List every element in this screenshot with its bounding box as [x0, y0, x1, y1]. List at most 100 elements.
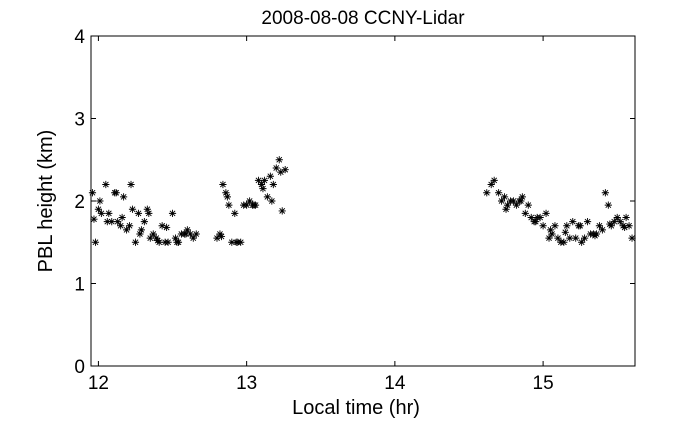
data-point	[154, 237, 162, 245]
data-point	[103, 218, 111, 226]
data-point	[112, 189, 120, 197]
data-point	[105, 209, 113, 217]
data-point	[524, 201, 532, 209]
data-point	[223, 193, 231, 201]
data-point	[272, 164, 280, 172]
data-point	[168, 209, 177, 217]
data-point	[551, 222, 559, 230]
data-point	[601, 189, 609, 197]
data-point	[578, 238, 586, 246]
data-point	[131, 238, 140, 246]
data-point	[120, 193, 128, 201]
data-point	[576, 222, 584, 230]
data-point	[509, 197, 518, 205]
data-point	[628, 234, 636, 242]
data-point	[569, 218, 577, 226]
data-point	[192, 230, 200, 238]
data-point	[536, 213, 544, 222]
data-point	[561, 228, 569, 236]
data-point	[114, 218, 122, 226]
data-point	[125, 222, 134, 230]
data-point	[146, 234, 154, 242]
data-point	[495, 189, 503, 197]
data-point	[143, 205, 151, 213]
data-point	[225, 201, 233, 209]
data-point	[595, 222, 604, 230]
data-point	[521, 209, 529, 217]
data-point	[149, 230, 157, 238]
data-point	[622, 213, 630, 222]
data-point	[598, 226, 606, 234]
y-axis-label: PBL height (km)	[35, 130, 57, 273]
data-point	[275, 156, 283, 164]
data-point	[583, 218, 592, 226]
y-tick-label: 3	[74, 110, 85, 131]
data-point	[216, 230, 224, 238]
data-point	[281, 166, 289, 174]
data-point	[152, 234, 160, 242]
x-axis-label: Local time (hr)	[292, 397, 420, 419]
data-point	[243, 201, 251, 209]
data-point	[613, 213, 621, 222]
data-point	[483, 189, 491, 197]
data-point	[122, 226, 131, 234]
data-point	[117, 222, 125, 230]
data-point	[539, 222, 547, 230]
data-point	[500, 193, 509, 201]
data-point	[278, 207, 286, 215]
data-point	[497, 197, 506, 205]
data-point	[563, 222, 571, 230]
data-point	[217, 232, 226, 241]
data-point	[512, 201, 521, 209]
data-point	[266, 172, 274, 180]
data-point	[171, 234, 180, 242]
data-point	[527, 213, 535, 222]
data-point	[183, 226, 191, 234]
data-point	[591, 232, 599, 240]
data-point	[487, 180, 495, 189]
data-point	[96, 197, 104, 205]
data-point	[269, 180, 277, 189]
y-tick-label: 1	[74, 275, 85, 296]
data-point	[250, 201, 258, 209]
x-tick-label: 12	[88, 373, 109, 394]
data-point	[182, 230, 190, 238]
y-tick-label: 2	[74, 192, 85, 213]
data-point	[90, 215, 98, 223]
data-point	[137, 226, 145, 234]
data-point	[189, 234, 197, 242]
data-point	[263, 193, 271, 201]
data-point	[213, 234, 221, 242]
data-point	[268, 197, 276, 205]
data-point	[546, 226, 555, 234]
data-point	[625, 222, 633, 230]
data-point	[118, 213, 126, 222]
data-point	[94, 205, 103, 213]
chart-title: 2008-08-08 CCNY-Lidar	[261, 8, 465, 29]
data-point	[503, 201, 512, 209]
data-point	[173, 238, 181, 246]
data-point	[566, 234, 574, 242]
data-point	[610, 218, 618, 226]
data-point	[237, 238, 245, 246]
data-point	[616, 218, 624, 226]
data-point	[277, 168, 285, 176]
data-point	[545, 234, 553, 242]
data-point	[140, 218, 148, 226]
data-point	[88, 189, 97, 197]
data-point	[254, 176, 263, 184]
data-point	[108, 218, 116, 226]
data-point	[604, 201, 612, 209]
data-point	[517, 197, 525, 205]
data-point	[222, 189, 230, 197]
data-point	[502, 205, 510, 213]
data-point	[128, 205, 137, 213]
data-point	[560, 238, 568, 246]
data-point	[134, 209, 143, 217]
data-point	[532, 218, 540, 226]
plot-frame	[90, 35, 636, 367]
data-point	[91, 238, 100, 246]
